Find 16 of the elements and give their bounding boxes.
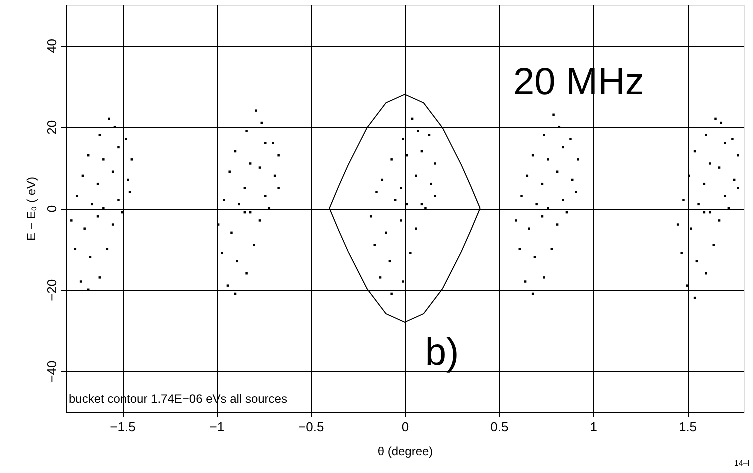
x-tick-label: −1.5 xyxy=(110,420,136,434)
x-tick-label: 1.5 xyxy=(678,420,698,434)
y-tick-label: 40 xyxy=(44,38,60,54)
y-tick-label: −40 xyxy=(44,360,60,383)
y-axis-title: E − E₀ ( eV) xyxy=(24,176,38,242)
x-axis-title: θ (degree) xyxy=(378,444,434,458)
x-tick-label: −1 xyxy=(210,420,225,434)
x-tick-label: 1 xyxy=(590,420,598,434)
x-tick-label: 0 xyxy=(402,420,410,434)
y-tick-label: 20 xyxy=(44,120,60,135)
annotation: b) xyxy=(425,332,460,374)
y-tick-label: 0 xyxy=(44,205,60,213)
x-tick-label: 0.5 xyxy=(490,420,509,434)
x-tick-label: −0.5 xyxy=(298,420,324,434)
text: 14–I xyxy=(734,459,750,468)
y-tick-label: −20 xyxy=(44,279,60,302)
